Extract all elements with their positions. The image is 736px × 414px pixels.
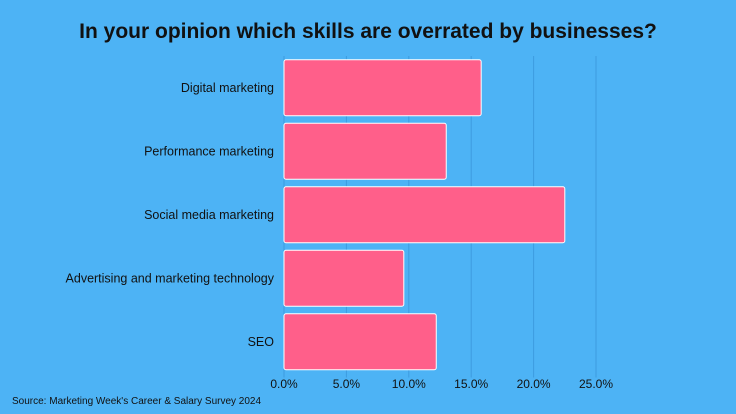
bar <box>283 313 437 371</box>
category-label: Performance marketing <box>144 144 274 158</box>
x-tick-label: 5.0% <box>333 377 361 391</box>
bar <box>283 59 482 117</box>
x-tick-label: 25.0% <box>579 377 613 391</box>
x-tick-label: 15.0% <box>454 377 488 391</box>
category-label: Advertising and marketing technology <box>66 271 275 285</box>
bar <box>283 122 447 180</box>
source-note: Source: Marketing Week's Career & Salary… <box>12 396 262 407</box>
category-label: Digital marketing <box>181 81 274 95</box>
bar <box>283 186 566 244</box>
chart-title: In your opinion which skills are overrat… <box>79 20 657 43</box>
category-label: Social media marketing <box>144 208 274 222</box>
category-label: SEO <box>248 335 275 349</box>
x-tick-label: 0.0% <box>270 377 298 391</box>
x-tick-label: 20.0% <box>517 377 551 391</box>
bar <box>283 249 405 307</box>
x-tick-label: 10.0% <box>392 377 426 391</box>
